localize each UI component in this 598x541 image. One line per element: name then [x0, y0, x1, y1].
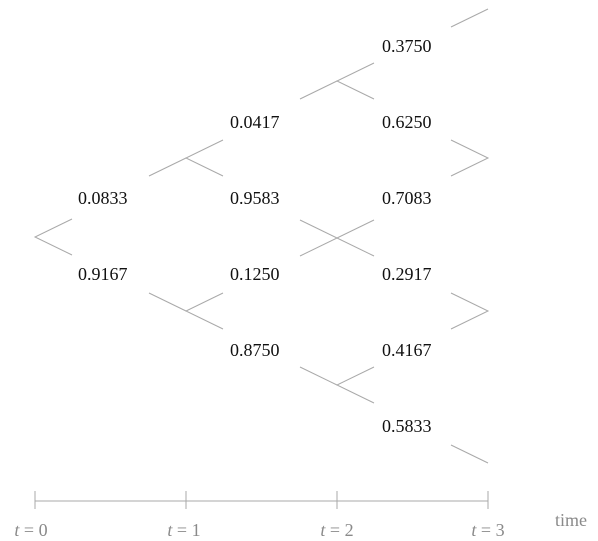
- node-label: 0.5833: [382, 416, 432, 436]
- branch-join-t3-lower: [450, 292, 490, 330]
- branch-fork-t2-down: [335, 366, 375, 404]
- node-label: 0.9583: [230, 188, 280, 208]
- branch-fork-t1-down: [184, 292, 224, 330]
- branch-join-t3-upper: [450, 139, 490, 177]
- time-tick-label: t = 3: [471, 520, 504, 540]
- branch-lines: [33, 8, 490, 464]
- time-axis: t = 0 t = 1 t = 2 t = 3 time: [14, 491, 587, 540]
- time-tick-label: t = 0: [14, 520, 47, 540]
- node-label: 0.4167: [382, 340, 432, 360]
- branch-stub-t2-down: [299, 366, 338, 386]
- node-label: 0.7083: [382, 188, 432, 208]
- branch-fork-t1-up: [184, 139, 224, 177]
- branch-stub-t3-bottom: [450, 444, 489, 464]
- node-label: 0.3750: [382, 36, 432, 56]
- branch-stub-t2-up: [299, 80, 338, 100]
- node-label: 0.9167: [78, 264, 128, 284]
- branch-cross-b: [299, 219, 375, 257]
- node-label: 0.8750: [230, 340, 280, 360]
- time-tick-label: t = 1: [167, 520, 200, 540]
- node-label: 0.0417: [230, 112, 280, 132]
- branch-fork-root: [33, 218, 73, 256]
- node-label: 0.6250: [382, 112, 432, 132]
- node-label: 0.0833: [78, 188, 128, 208]
- node-label: 0.2917: [382, 264, 432, 284]
- node-labels: 0.0833 0.9167 0.0417 0.9583 0.1250 0.875…: [78, 36, 432, 436]
- time-tick-label: t = 2: [320, 520, 353, 540]
- branch-stub-t1-up: [148, 157, 187, 177]
- branch-stub-t1-down: [148, 292, 187, 312]
- branch-stub-t3-top: [450, 8, 489, 28]
- time-axis-label: time: [555, 510, 587, 530]
- branch-fork-t2-up: [335, 62, 375, 100]
- node-label: 0.1250: [230, 264, 280, 284]
